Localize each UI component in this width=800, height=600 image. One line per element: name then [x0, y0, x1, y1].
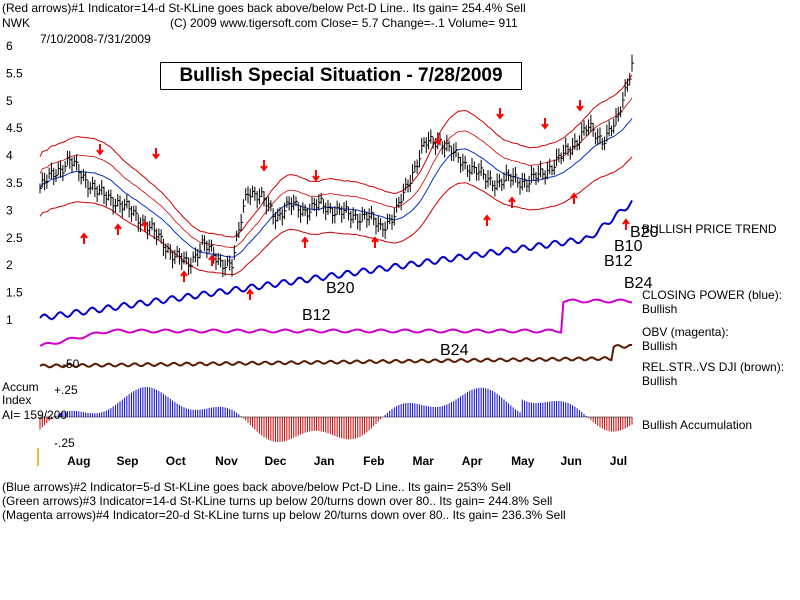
obv-path — [39, 298, 633, 347]
sell-arrow — [541, 118, 549, 130]
buy-arrow — [371, 236, 379, 248]
sell-arrow — [576, 100, 584, 112]
accum-index: Index — [2, 393, 32, 407]
accum-title: Accum — [2, 380, 39, 394]
x-tick-label: Dec — [264, 454, 286, 468]
y-tick-label: 2 — [6, 258, 13, 272]
annotation-b12-a: B12 — [302, 307, 331, 324]
annotation-b12-b: B12 — [604, 253, 633, 270]
signal-arrows — [80, 100, 630, 300]
annotation-b20-a: B20 — [326, 280, 355, 297]
x-tick-label: Mar — [412, 454, 434, 468]
buy-arrow — [180, 270, 188, 282]
price-trend-label: BULLISH PRICE TREND — [642, 222, 777, 236]
relstr-state: Bullish — [642, 374, 678, 388]
y-tick-label: 3.5 — [6, 176, 23, 190]
obv-line — [39, 298, 633, 347]
moving-average — [39, 118, 633, 258]
footer-line-2: (Green arrows)#3 Indicator=14-d St-KLine… — [2, 494, 553, 508]
header-line-2: (C) 2009 www.tigersoft.com Close= 5.7 Ch… — [170, 16, 518, 30]
mid-upper-band — [39, 97, 633, 249]
annotation-b24-a: B24 — [440, 342, 469, 359]
sell-arrow — [260, 160, 268, 172]
buy-arrow — [141, 220, 149, 232]
chart-banner: Bullish Special Situation - 7/28/2009 — [160, 62, 522, 90]
y-tick-label: 1 — [6, 313, 13, 327]
closing-power-label: CLOSING POWER (blue): — [642, 288, 783, 302]
x-tick-label: Nov — [215, 454, 238, 468]
sell-arrow — [96, 144, 104, 156]
y-tick-label: 4.5 — [6, 121, 23, 135]
buy-arrow — [483, 214, 491, 226]
buy-arrow — [114, 223, 122, 235]
relative-strength-line — [39, 343, 632, 369]
buy-arrow — [622, 218, 630, 230]
x-axis-ticks: Aug Sep Oct Nov Dec Jan Feb Mar Apr May Jun Jul — [67, 454, 627, 468]
closing-power-path — [39, 199, 633, 321]
ticker: NWK — [2, 16, 30, 30]
annotation-b20-b: B20 — [630, 224, 659, 241]
x-tick-label: Sep — [116, 454, 138, 468]
x-tick-label: Jun — [560, 454, 581, 468]
sell-arrow — [312, 170, 320, 182]
buy-arrow — [208, 254, 216, 266]
x-tick-label: Apr — [462, 454, 483, 468]
header-line-1: (Red arrows)#1 Indicator=14-d St-KLine g… — [2, 1, 526, 15]
annotation-b10: B10 — [614, 238, 643, 255]
y-tick-label: 5 — [6, 94, 13, 108]
obv-state: Bullish — [642, 339, 678, 353]
accumulation-histogram — [39, 387, 633, 443]
footer-line-3: (Magenta arrows)#4 Indicator=20-d St-KLi… — [2, 508, 566, 522]
x-tick-label: Jul — [610, 454, 627, 468]
accum-minus25: -.25 — [54, 436, 75, 450]
buy-arrow — [246, 288, 254, 300]
price-bars — [39, 54, 634, 278]
upper-band — [39, 74, 633, 238]
y-tick-label: 1.5 — [6, 286, 23, 300]
y-tick-label: 5.5 — [6, 66, 23, 80]
y-tick-label: 4 — [6, 149, 13, 163]
y-tick-label: 6 — [6, 39, 13, 53]
x-tick-label: Feb — [363, 454, 384, 468]
annotation-b24-b: B24 — [624, 275, 653, 292]
relstr-label: REL.STR..VS DJI (brown): — [642, 360, 785, 374]
x-tick-label: Aug — [67, 454, 90, 468]
closing-power-state: Bullish — [642, 302, 678, 316]
x-tick-label: May — [511, 454, 535, 468]
y-tick-label: 3 — [6, 203, 13, 217]
accum-plus25: +.25 — [54, 383, 78, 397]
buy-arrow — [301, 236, 309, 248]
buy-arrow — [80, 232, 88, 244]
ai-value: AI= 159/200 — [2, 408, 68, 422]
y-tick-label: 2.5 — [6, 231, 23, 245]
x-tick-label: Jan — [314, 454, 335, 468]
footer-line-1: (Blue arrows)#2 Indicator=5-d St-KLine g… — [2, 480, 511, 494]
fifty-label: -50 — [62, 357, 80, 371]
ma-line — [39, 118, 633, 258]
x-tick-label: Oct — [166, 454, 186, 468]
buy-arrow — [570, 192, 578, 204]
sell-arrow — [496, 108, 504, 120]
y-axis-ticks: 1 1.5 2 2.5 3 3.5 4 4.5 5 5.5 6 — [6, 39, 23, 327]
date-range: 7/10/2008-7/31/2009 — [40, 32, 151, 46]
sell-arrow — [434, 134, 442, 146]
buy-arrow — [508, 196, 516, 208]
sell-arrow — [152, 148, 160, 160]
closing-power-line — [39, 199, 633, 321]
accum-label: Bullish Accumulation — [642, 418, 753, 432]
obv-label: OBV (magenta): — [642, 325, 729, 339]
relstr-path — [39, 343, 632, 369]
